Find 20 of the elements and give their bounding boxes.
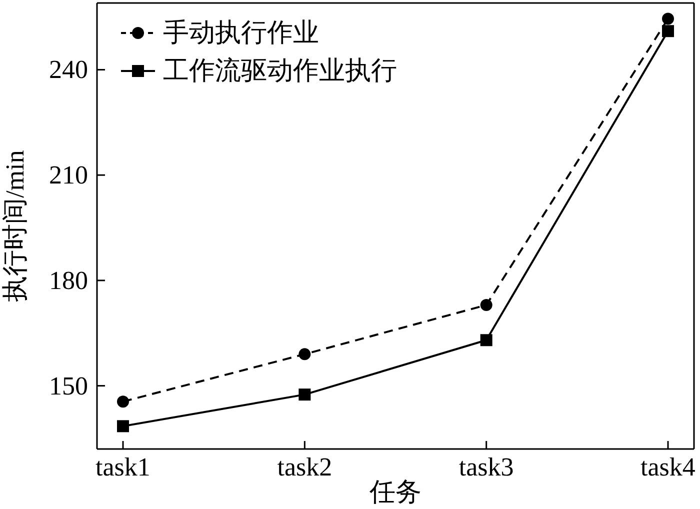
x-tick-label: task4 (640, 452, 696, 482)
legend-label: 工作流驱动作业执行 (163, 55, 397, 87)
legend-label: 手动执行作业 (163, 17, 319, 49)
point (298, 388, 311, 401)
x-tick-label: task3 (458, 452, 514, 482)
point (662, 12, 674, 25)
y-tick-label: 150 (49, 371, 88, 400)
y-tick-label: 210 (49, 160, 88, 190)
y-tick-label: 240 (49, 55, 88, 84)
point (117, 420, 129, 432)
x-tick-label: task1 (96, 452, 150, 482)
point (117, 396, 129, 408)
point (480, 299, 492, 312)
x-axis-title: 任务 (368, 478, 422, 506)
point (662, 25, 674, 38)
point (298, 348, 311, 360)
point (480, 334, 492, 346)
y-axis-title: 执行时间/min (0, 150, 30, 302)
y-tick-label: 180 (49, 266, 88, 295)
x-tick-label: task2 (277, 452, 332, 482)
